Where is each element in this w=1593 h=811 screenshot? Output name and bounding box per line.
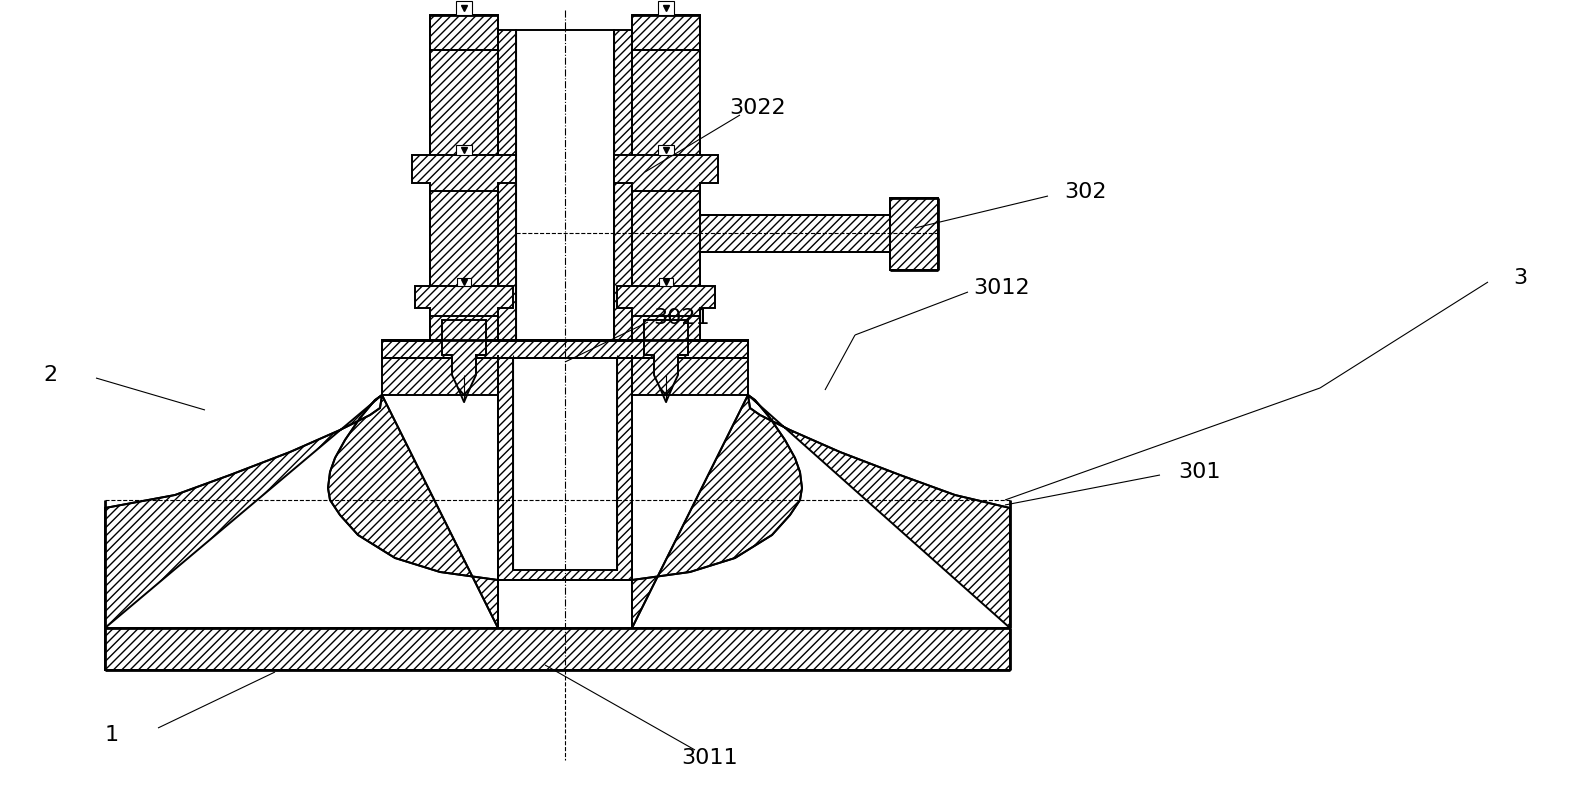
Text: 3021: 3021 <box>653 308 710 328</box>
Polygon shape <box>382 358 499 395</box>
Text: 301: 301 <box>1179 462 1222 482</box>
Polygon shape <box>382 340 749 358</box>
Polygon shape <box>699 215 890 252</box>
Polygon shape <box>416 286 513 316</box>
Text: 3: 3 <box>1513 268 1528 288</box>
Polygon shape <box>660 278 672 286</box>
Polygon shape <box>516 30 613 340</box>
Polygon shape <box>105 395 499 628</box>
Polygon shape <box>632 358 749 395</box>
Polygon shape <box>658 1 674 15</box>
Polygon shape <box>513 355 616 570</box>
Polygon shape <box>613 155 718 191</box>
Polygon shape <box>499 30 516 340</box>
Text: 2: 2 <box>43 365 57 385</box>
Polygon shape <box>644 320 688 395</box>
Polygon shape <box>105 628 1010 670</box>
Polygon shape <box>459 5 470 15</box>
Polygon shape <box>632 395 1010 628</box>
Polygon shape <box>632 30 699 340</box>
Polygon shape <box>616 286 715 316</box>
Text: 1: 1 <box>105 725 119 745</box>
Text: 3022: 3022 <box>730 98 787 118</box>
Polygon shape <box>658 145 674 155</box>
Text: 3011: 3011 <box>682 748 738 768</box>
Polygon shape <box>890 198 938 270</box>
Polygon shape <box>413 155 516 191</box>
Text: 3012: 3012 <box>973 278 1031 298</box>
Polygon shape <box>456 1 472 15</box>
Text: 302: 302 <box>1064 182 1106 202</box>
Polygon shape <box>499 355 632 580</box>
Polygon shape <box>430 30 499 340</box>
Polygon shape <box>456 145 472 155</box>
Polygon shape <box>613 30 632 340</box>
Polygon shape <box>441 320 486 395</box>
Polygon shape <box>430 15 499 50</box>
Polygon shape <box>660 5 672 15</box>
Polygon shape <box>457 278 472 286</box>
Polygon shape <box>632 15 699 50</box>
